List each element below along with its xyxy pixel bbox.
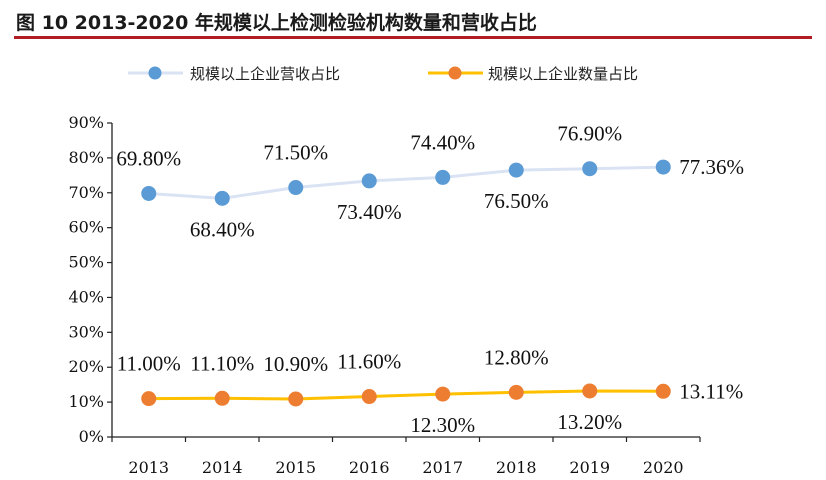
x-tick-label: 2020 <box>643 458 684 477</box>
data-label: 11.00% <box>117 352 181 376</box>
data-label: 13.20% <box>557 410 622 434</box>
series-revenue-share-point <box>582 161 598 177</box>
y-tick-label: 70% <box>68 183 104 202</box>
data-label: 77.36% <box>679 155 744 179</box>
data-label: 69.80% <box>116 146 181 170</box>
series-revenue-share-point <box>361 173 377 189</box>
series-revenue-share-point <box>141 185 157 201</box>
x-tick-label: 2016 <box>349 458 390 477</box>
series-revenue-share-point <box>655 159 671 175</box>
y-tick-label: 90% <box>68 113 104 132</box>
data-label: 68.40% <box>190 217 255 241</box>
series-count-share-point <box>141 391 157 407</box>
legend: 规模以上企业营收占比 规模以上企业数量占比 <box>128 65 638 83</box>
y-tick-label: 10% <box>68 392 104 411</box>
x-tick-label: 2013 <box>128 458 169 477</box>
legend-revenue-share-label: 规模以上企业营收占比 <box>190 65 340 83</box>
title-bar: 图 10 2013-2020 年规模以上检测检验机构数量和营收占比 <box>14 6 812 39</box>
series-count-share-point <box>214 390 230 406</box>
series-revenue-share-point <box>288 180 304 196</box>
series-count-share-line <box>148 389 664 401</box>
series-count-share-point <box>655 383 671 399</box>
axes: 0% 10% 20% 30% 40% 50% 60% 70% 80% 90% 2013 2014 201… <box>68 113 701 477</box>
plot-area: 69.80% 68.40% 71.50% 73.40% 74.40% 76.50% 76.9… <box>116 122 744 437</box>
data-label: 12.80% <box>484 345 549 369</box>
y-tick-label: 0% <box>79 427 104 446</box>
y-tick-label: 60% <box>68 218 104 237</box>
data-label: 11.60% <box>337 350 401 374</box>
data-label: 11.10% <box>190 351 254 375</box>
series-count-share-point <box>361 389 377 405</box>
data-label: 10.90% <box>263 352 328 376</box>
legend-count-share-label: 规模以上企业数量占比 <box>488 65 638 83</box>
y-tick-label: 20% <box>68 357 104 376</box>
x-tick-label: 2019 <box>569 458 610 477</box>
legend-revenue-share-swatch-marker <box>148 66 162 80</box>
data-label: 12.30% <box>410 413 475 437</box>
series-revenue-share-point <box>508 162 524 178</box>
legend-count-share-swatch-marker <box>448 66 462 80</box>
data-label: 13.11% <box>679 379 743 403</box>
data-label: 74.40% <box>410 130 475 154</box>
x-tick-label: 2014 <box>202 458 243 477</box>
series-count-share-point <box>435 386 451 402</box>
series-count-share-point <box>582 383 598 399</box>
y-tick-label: 80% <box>68 148 104 167</box>
x-tick-label: 2015 <box>275 458 316 477</box>
series-revenue-share-point <box>214 190 230 206</box>
y-tick-label: 50% <box>68 253 104 272</box>
x-tick-label: 2017 <box>422 458 463 477</box>
series-revenue-share-point <box>435 169 451 185</box>
x-tick-label: 2018 <box>496 458 537 477</box>
y-tick-label: 30% <box>68 322 104 341</box>
data-label: 71.50% <box>263 141 328 165</box>
series-count-share-point <box>288 391 304 407</box>
series-count-share-point <box>508 384 524 400</box>
data-label: 73.40% <box>337 200 402 224</box>
series-revenue-share-line <box>148 165 664 200</box>
chart-title: 图 10 2013-2020 年规模以上检测检验机构数量和营收占比 <box>16 12 537 34</box>
data-label: 76.50% <box>484 189 549 213</box>
y-tick-label: 40% <box>68 287 104 306</box>
data-label: 76.90% <box>557 122 622 146</box>
